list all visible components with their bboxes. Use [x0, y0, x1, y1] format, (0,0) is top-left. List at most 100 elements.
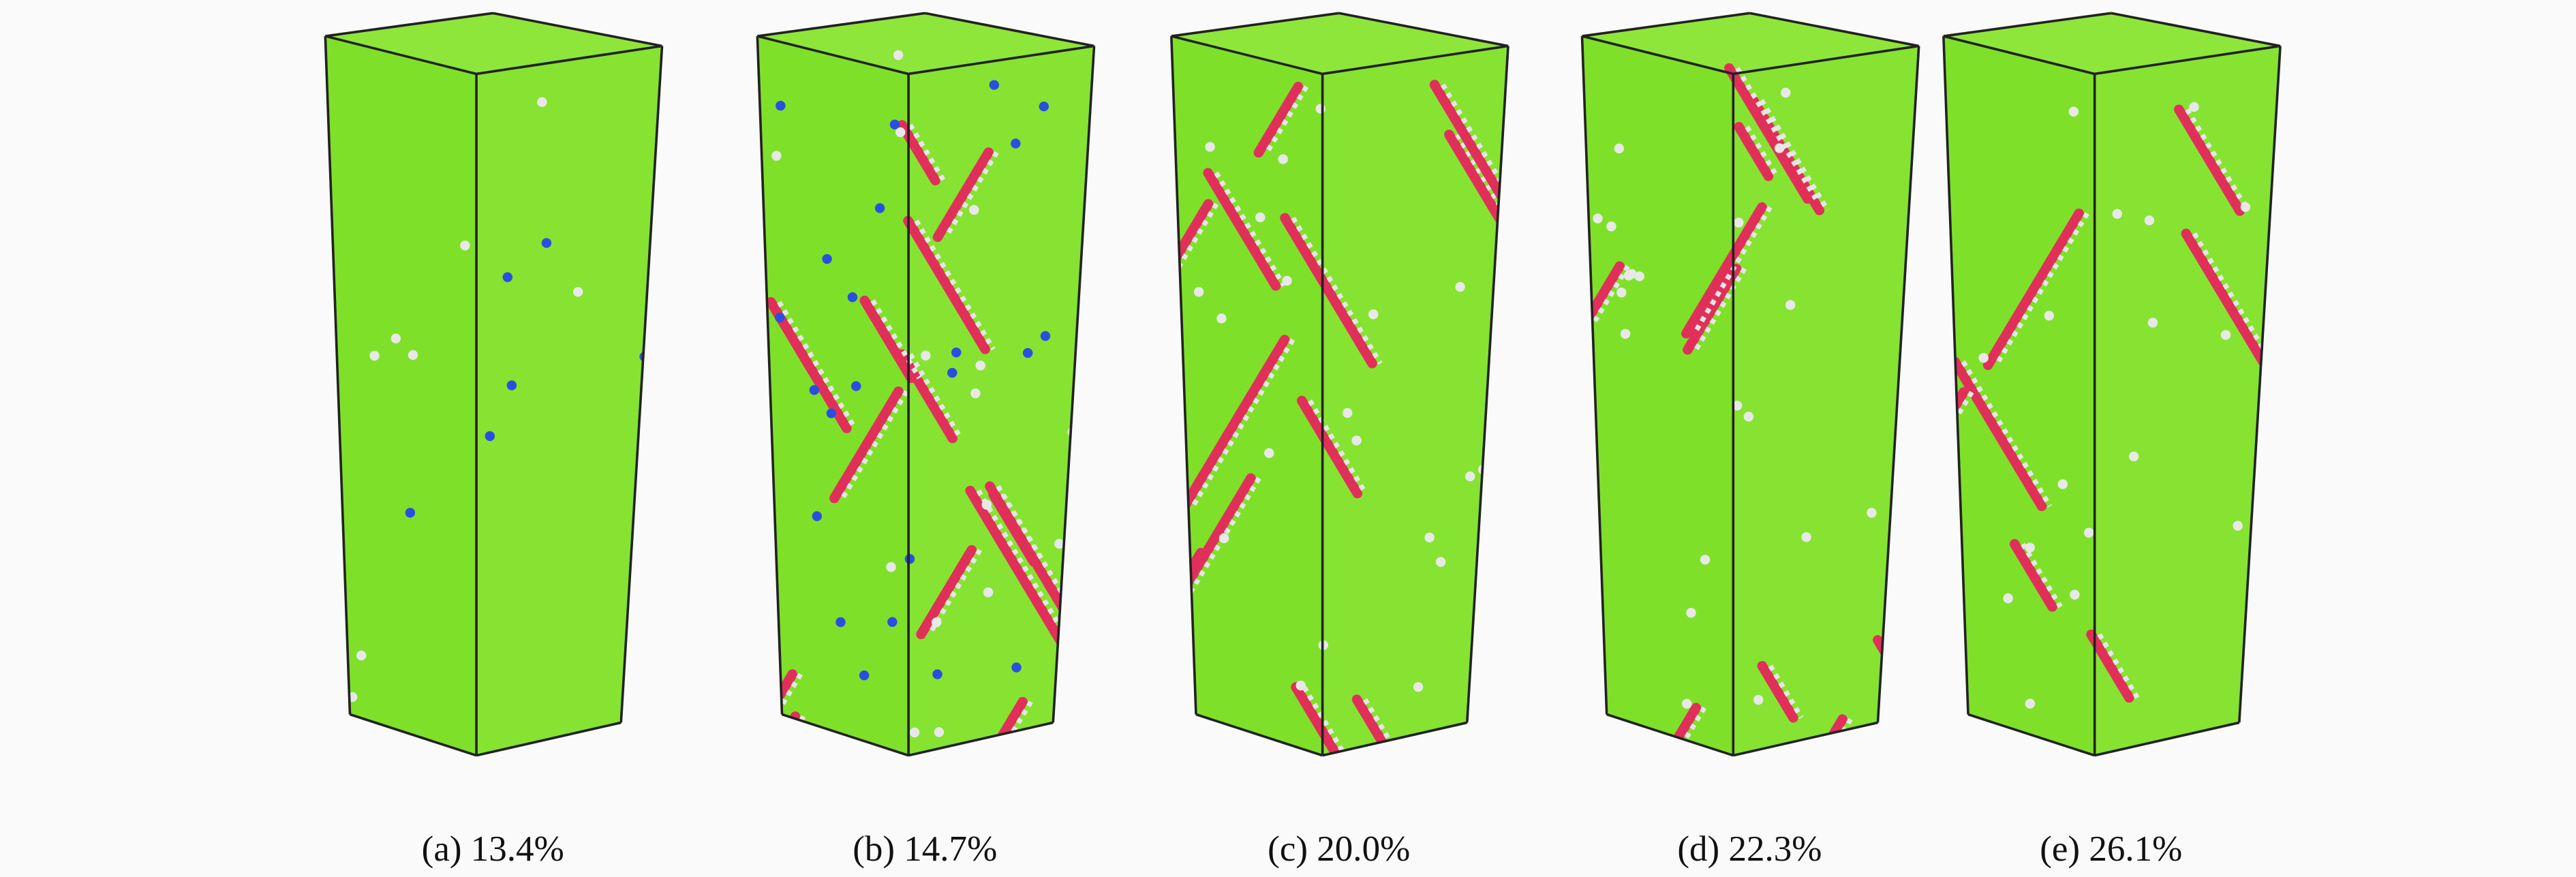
- atom: [485, 431, 495, 442]
- atom: [1620, 328, 1631, 339]
- box-edge: [325, 12, 493, 37]
- atom: [969, 204, 979, 215]
- atom: [1278, 154, 1288, 164]
- atom: [951, 347, 962, 358]
- atom: [1753, 694, 1764, 705]
- stacking-fault: [757, 711, 801, 756]
- atom: [1743, 412, 1754, 422]
- box-top: [325, 13, 662, 74]
- atom: [1413, 681, 1424, 692]
- box-edge: [908, 721, 1054, 757]
- dislocation-core: [1884, 638, 1919, 713]
- stacking-fault: [829, 386, 904, 504]
- stacking-fault: [1291, 682, 1394, 756]
- box-edge: [1322, 721, 1468, 757]
- box-edge: [1465, 46, 1509, 723]
- box-edge: [2111, 12, 2281, 48]
- box-edge: [756, 35, 784, 715]
- box-edge: [1582, 12, 1750, 37]
- atom: [1732, 400, 1743, 411]
- box-edge: [492, 12, 662, 48]
- dislocation-core: [1440, 83, 1509, 206]
- atom: [460, 240, 470, 251]
- box-edge: [1967, 713, 2096, 757]
- atom: [1614, 143, 1625, 154]
- atom: [390, 333, 401, 343]
- stacking-fault: [859, 295, 917, 384]
- simulation-box: [756, 12, 1096, 757]
- atom: [932, 669, 942, 679]
- box-edge: [1732, 721, 1878, 757]
- simulation-box: [1942, 12, 2282, 757]
- atom: [931, 617, 942, 628]
- dislocation-core: [1264, 85, 1309, 154]
- atom: [770, 706, 781, 716]
- atom: [775, 312, 785, 323]
- box-edge: [1171, 35, 1323, 76]
- stacking-fault: [1873, 635, 1919, 717]
- atom: [502, 272, 512, 282]
- atom: [989, 80, 1000, 90]
- stacking-fault: [1943, 387, 1969, 505]
- stacking-fault: [915, 696, 1028, 756]
- atom: [2057, 479, 2068, 489]
- dislocation-core: [1768, 664, 1804, 720]
- stacking-fault: [2009, 539, 2057, 612]
- box-edge: [756, 35, 909, 76]
- atom: [1801, 532, 1811, 542]
- dislocation-core: [1214, 171, 1287, 288]
- atom: [2070, 589, 2080, 600]
- atom: [1465, 471, 1475, 482]
- stacking-fault: [903, 215, 990, 354]
- box-right-face: [476, 46, 662, 756]
- stacking-fault: [1296, 395, 1363, 499]
- atom: [1342, 407, 1353, 418]
- dislocation-core: [1291, 216, 1383, 365]
- atom: [970, 388, 981, 399]
- panel-caption: (b) 14.7%: [853, 829, 997, 869]
- atom: [2220, 330, 2231, 340]
- dislocation-core: [2021, 542, 2063, 609]
- box-edge: [1943, 12, 2112, 37]
- atom: [822, 253, 832, 264]
- atom: [1011, 138, 1021, 149]
- atom: [2025, 698, 2036, 709]
- box-edge: [1580, 35, 1608, 715]
- atom: [983, 587, 994, 598]
- atom: [1264, 448, 1274, 459]
- atom: [1774, 143, 1785, 153]
- dislocation-core: [908, 123, 946, 182]
- panel-caption: (e) 26.1%: [2040, 829, 2182, 869]
- atom: [904, 553, 915, 564]
- dislocation-core: [2185, 108, 2250, 213]
- atom: [812, 511, 823, 521]
- atom: [893, 50, 904, 61]
- atom: [1295, 680, 1306, 691]
- stacking-fault: [2181, 228, 2269, 369]
- atom: [1218, 533, 1229, 544]
- atom: [1700, 555, 1711, 565]
- atom: [2083, 527, 2094, 538]
- atom: [981, 499, 992, 510]
- atom: [1606, 221, 1616, 232]
- atom: [975, 360, 985, 371]
- box-edge: [349, 713, 477, 757]
- dislocation-core: [757, 715, 806, 756]
- box-edge: [1338, 12, 1509, 48]
- atom: [2189, 102, 2199, 112]
- atom: [1216, 313, 1227, 324]
- box-edge: [1606, 713, 1734, 757]
- dislocation-core: [996, 484, 1074, 610]
- atom: [541, 238, 552, 248]
- box-edge: [1942, 35, 1969, 715]
- atom: [776, 100, 786, 111]
- simulation-box: [1170, 12, 1509, 757]
- box-edge: [908, 44, 1094, 76]
- atom: [1040, 330, 1051, 341]
- atom: [1435, 557, 1446, 567]
- atom: [874, 203, 885, 213]
- atom: [1682, 698, 1692, 709]
- panel-caption: (d) 22.3%: [1677, 829, 1822, 869]
- box-edge: [1170, 35, 1197, 715]
